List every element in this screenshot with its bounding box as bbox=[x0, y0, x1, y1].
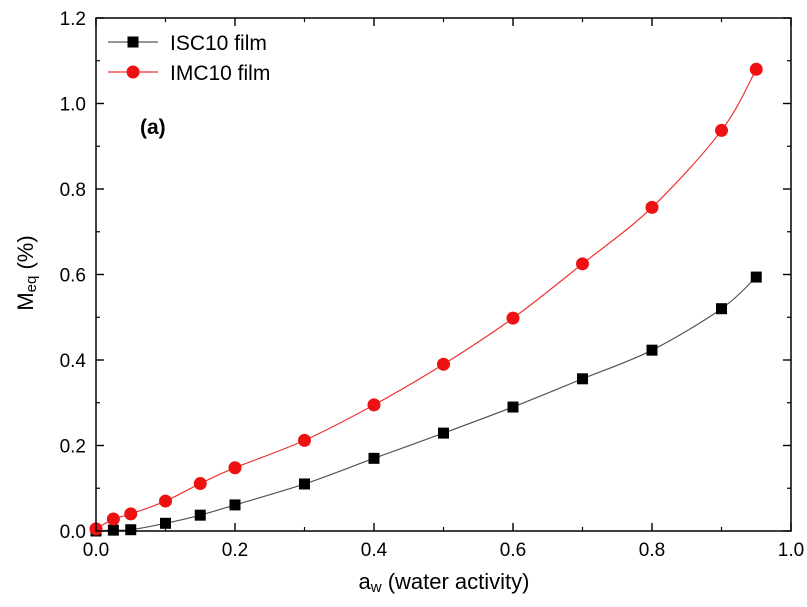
data-point-circle bbox=[193, 477, 207, 491]
x-tick-label: 0.0 bbox=[83, 540, 109, 561]
x-tick-label: 1.0 bbox=[778, 540, 804, 561]
y-tick-label: 0.2 bbox=[60, 437, 86, 458]
y-axis-title-rest: (%) bbox=[13, 235, 38, 275]
y-axis-title-sub: eq bbox=[23, 276, 40, 293]
x-tick-label: 0.8 bbox=[639, 540, 665, 561]
series-line-1 bbox=[95, 69, 757, 530]
y-tick-label: 1.0 bbox=[60, 95, 86, 116]
data-point-square bbox=[125, 524, 137, 536]
data-point-circle bbox=[124, 507, 138, 521]
series-markers bbox=[89, 62, 763, 537]
x-tick-label: 0.2 bbox=[222, 540, 248, 561]
plot-frame bbox=[95, 17, 792, 532]
x-tick-label: 0.6 bbox=[500, 540, 526, 561]
data-point-circle bbox=[367, 398, 381, 412]
data-point-square bbox=[107, 524, 119, 536]
y-tick-label: 1.2 bbox=[60, 9, 86, 30]
data-point-square bbox=[507, 401, 519, 413]
series-line-0 bbox=[95, 276, 757, 532]
data-point-square bbox=[368, 452, 380, 464]
legend: ISC10 film IMC10 film bbox=[108, 32, 270, 85]
data-point-circle bbox=[749, 62, 763, 76]
series-lines bbox=[95, 69, 757, 532]
data-point-square bbox=[646, 344, 658, 356]
data-point-circle bbox=[645, 200, 659, 214]
y-tick-label: 0.0 bbox=[60, 522, 86, 543]
data-point-square bbox=[194, 509, 206, 521]
data-point-circle bbox=[228, 461, 242, 475]
data-point-circle bbox=[159, 494, 172, 508]
x-tick-label: 0.4 bbox=[361, 540, 388, 561]
data-point-circle bbox=[576, 257, 589, 271]
ticks-layer: 0.0 0.2 0.4 0.6 0.8 1.0 0.0 0.2 0.4 0.6 0.8 1.0 1.2 bbox=[60, 9, 805, 561]
data-point-square bbox=[750, 271, 762, 283]
x-axis-title-rest: (water activity) bbox=[382, 569, 530, 594]
data-point-square bbox=[716, 303, 727, 315]
x-axis-title: aw (water activity) bbox=[358, 569, 529, 596]
x-axis-title-main: a bbox=[358, 569, 371, 594]
data-point-square bbox=[160, 517, 171, 529]
x-axis-title-sub: w bbox=[370, 579, 382, 596]
legend-marker-square bbox=[127, 36, 139, 48]
legend-label: ISC10 film bbox=[170, 32, 267, 55]
data-point-circle bbox=[506, 311, 520, 325]
y-axis-title-main: M bbox=[13, 292, 38, 310]
data-point-square bbox=[299, 478, 310, 490]
data-point-square bbox=[229, 499, 241, 511]
y-tick-label: 0.6 bbox=[60, 266, 86, 287]
data-point-square bbox=[577, 373, 588, 385]
data-point-circle bbox=[437, 357, 450, 371]
data-point-circle bbox=[106, 512, 120, 526]
y-tick-label: 0.4 bbox=[60, 351, 87, 372]
legend-label: IMC10 film bbox=[170, 62, 270, 85]
y-tick-label: 0.8 bbox=[60, 180, 86, 201]
data-point-square bbox=[438, 427, 449, 439]
y-axis-title: Meq (%) bbox=[13, 235, 40, 310]
panel-annotation: (a) bbox=[140, 116, 166, 139]
data-point-circle bbox=[715, 123, 728, 137]
data-point-circle bbox=[298, 433, 311, 447]
legend-marker-circle bbox=[126, 65, 140, 79]
